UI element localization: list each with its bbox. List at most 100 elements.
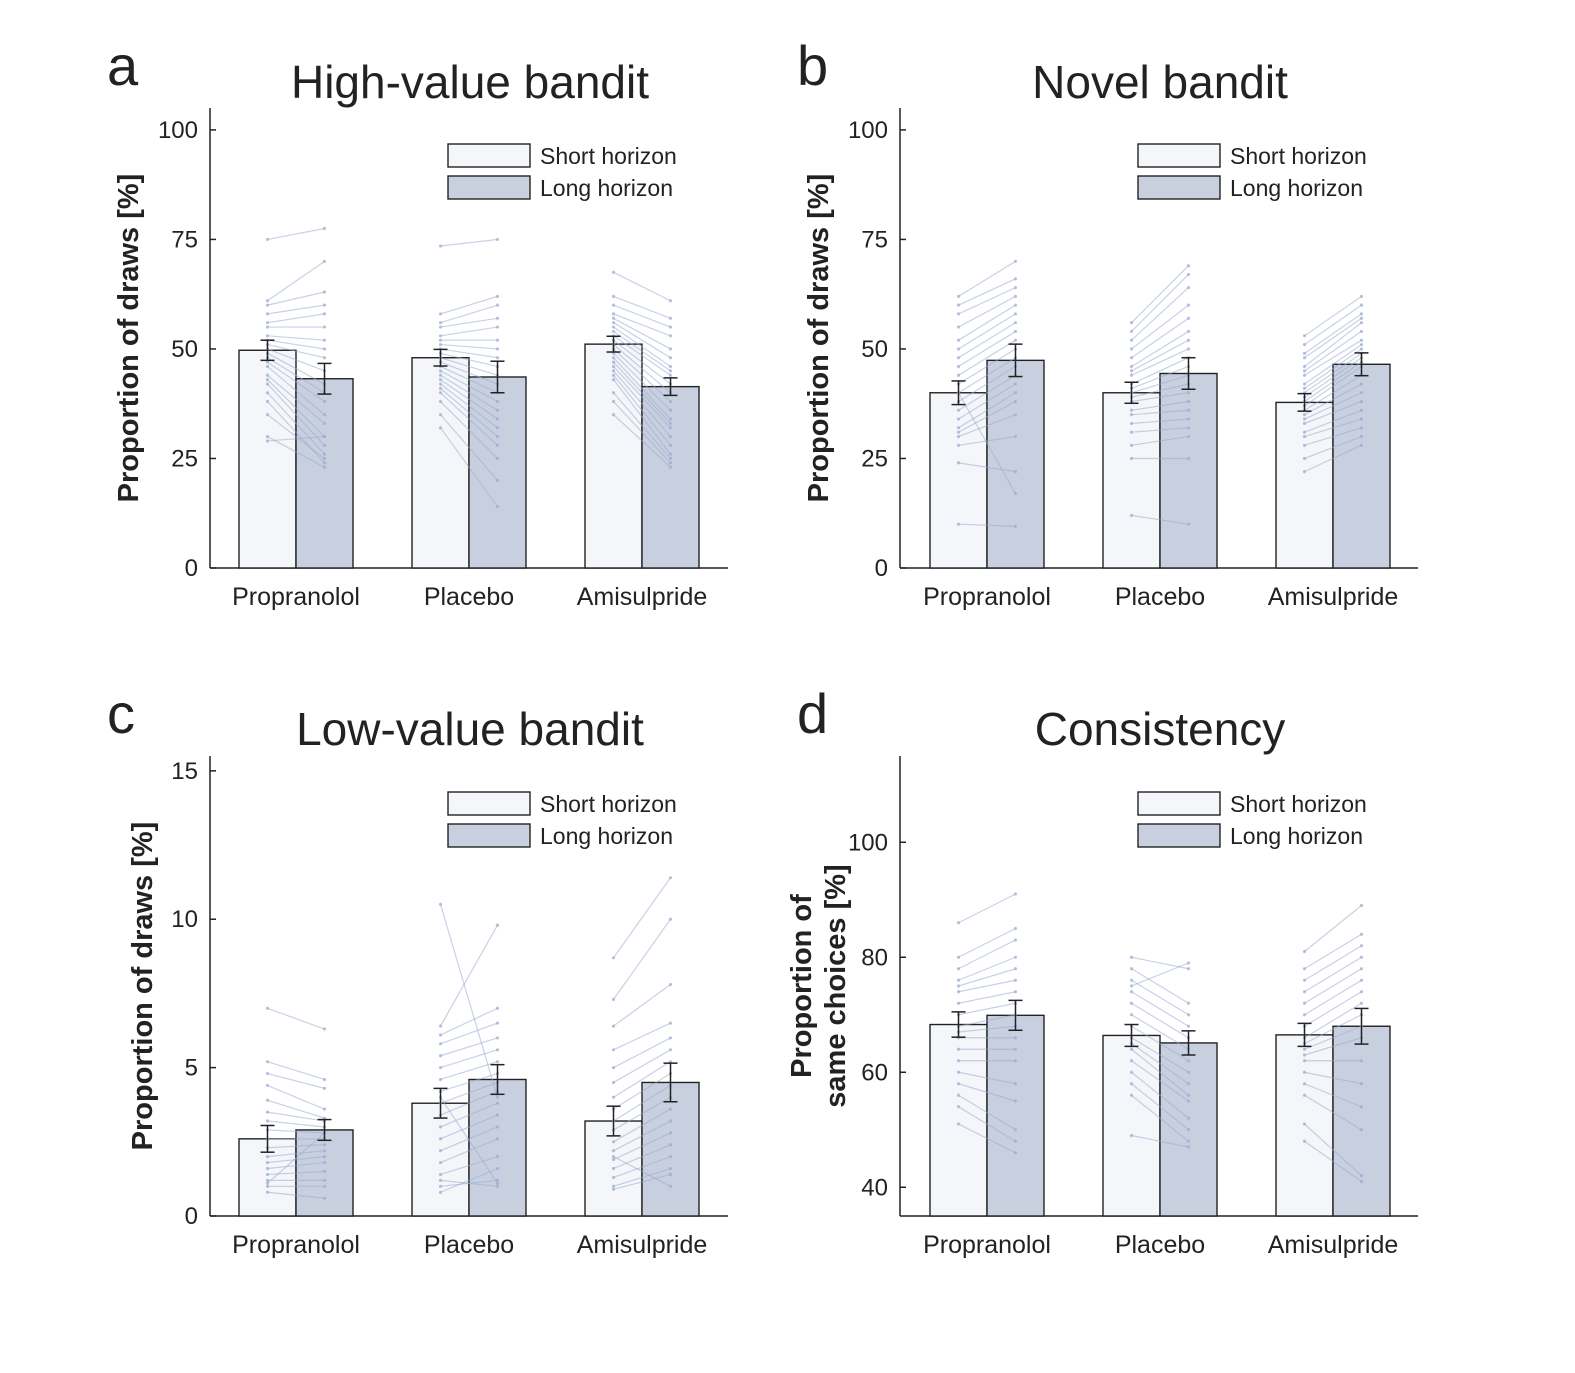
subject-line xyxy=(958,365,1016,403)
panel-letter: c xyxy=(107,682,135,745)
subject-line xyxy=(1131,317,1189,359)
subject-line xyxy=(613,1108,671,1143)
subject-point xyxy=(956,364,961,369)
subject-point xyxy=(1129,513,1134,518)
subject-line xyxy=(267,366,325,416)
subject-point xyxy=(495,1184,500,1188)
subject-point xyxy=(668,364,673,369)
subject-point xyxy=(668,1184,673,1188)
subject-point xyxy=(611,373,616,377)
subject-line xyxy=(958,322,1016,359)
subject-point xyxy=(322,259,327,263)
subject-line xyxy=(613,1022,671,1051)
subject-point xyxy=(668,1036,673,1040)
subject-line xyxy=(267,361,325,403)
bar-short-amisulpride xyxy=(1275,401,1334,569)
subject-line xyxy=(1304,945,1362,981)
y-axis-label: Proportion of draws [%] xyxy=(803,174,835,503)
subject-point xyxy=(1186,1013,1191,1017)
subject-point xyxy=(1129,967,1134,971)
subject-point xyxy=(956,443,961,447)
subject-point xyxy=(611,1149,616,1153)
subject-point xyxy=(322,421,327,426)
subject-line xyxy=(267,227,325,241)
subject-line xyxy=(1304,348,1362,389)
subject-point xyxy=(495,1036,500,1040)
subject-point xyxy=(265,1166,270,1171)
subject-point xyxy=(438,413,443,417)
y-axis-label-line: same choices [%] xyxy=(820,864,852,1107)
subject-line xyxy=(958,260,1016,297)
subject-line xyxy=(440,304,498,324)
subject-line xyxy=(613,414,671,468)
subject-line xyxy=(440,326,498,337)
subject-point xyxy=(265,334,270,338)
subject-point xyxy=(956,417,961,421)
legend-label: Short horizon xyxy=(540,143,677,169)
subject-line xyxy=(440,352,498,368)
subject-point xyxy=(1129,978,1134,982)
subject-line xyxy=(1304,956,1362,993)
subject-point xyxy=(1186,426,1191,430)
error-bars xyxy=(951,343,1369,412)
subject-point xyxy=(322,303,327,307)
subject-line xyxy=(1304,1123,1362,1177)
subject-point xyxy=(495,1101,500,1105)
subject-line xyxy=(613,1084,671,1122)
subject-line xyxy=(613,1156,671,1178)
subject-point xyxy=(1013,277,1018,281)
subject-point xyxy=(611,1095,616,1099)
x-tick-label: Amisulpride xyxy=(1268,1231,1399,1259)
subject-line xyxy=(440,1114,498,1140)
subject-line xyxy=(440,379,498,420)
subject-line xyxy=(958,339,1016,376)
subject-point xyxy=(668,325,673,329)
subject-point xyxy=(956,967,961,971)
subject-line xyxy=(267,435,325,442)
subject-line xyxy=(440,1037,498,1057)
subject-point xyxy=(495,316,500,320)
subject-line xyxy=(958,330,1016,367)
subject-point xyxy=(1359,316,1364,320)
subject-point xyxy=(1129,990,1134,994)
subject-line xyxy=(958,278,1016,306)
subject-line xyxy=(613,370,671,437)
subject-line xyxy=(1304,933,1362,970)
y-tick-label: 100 xyxy=(848,829,888,856)
subject-point xyxy=(668,347,673,351)
subject-line xyxy=(1304,383,1362,416)
subject-point xyxy=(1359,1128,1364,1132)
subject-point xyxy=(956,955,961,959)
subject-point xyxy=(1186,347,1191,351)
subject-line xyxy=(613,918,671,1000)
subject-point xyxy=(668,426,673,430)
subject-line xyxy=(1131,265,1189,324)
subject-point xyxy=(322,1143,327,1147)
subject-line xyxy=(1304,392,1362,420)
subject-point xyxy=(1302,373,1307,377)
subject-point xyxy=(265,1083,270,1088)
subject-line xyxy=(1304,295,1362,337)
subject-line xyxy=(1131,348,1189,376)
subject-point xyxy=(322,434,327,439)
subject-point xyxy=(322,1178,327,1182)
legend-swatch-long xyxy=(1137,175,1221,200)
x-tick-label: Propranolol xyxy=(232,583,360,611)
subject-line xyxy=(613,1120,671,1152)
subject-point xyxy=(1013,1099,1018,1103)
y-tick-label: 75 xyxy=(171,226,198,253)
bar-short-propranolol xyxy=(929,1023,988,1217)
subject-point xyxy=(1129,321,1134,325)
subject-line xyxy=(267,313,325,324)
subject-point xyxy=(668,1155,673,1159)
legend-swatch-short xyxy=(1137,143,1221,168)
subject-point xyxy=(1359,391,1364,395)
subject-point xyxy=(1013,955,1018,959)
subject-line xyxy=(613,379,671,455)
subject-line xyxy=(958,991,1016,1004)
subject-point xyxy=(956,1105,961,1109)
legend-label: Long horizon xyxy=(1230,175,1363,201)
subject-line xyxy=(613,335,671,376)
subject-line xyxy=(267,392,325,455)
subject-point xyxy=(1359,338,1364,342)
